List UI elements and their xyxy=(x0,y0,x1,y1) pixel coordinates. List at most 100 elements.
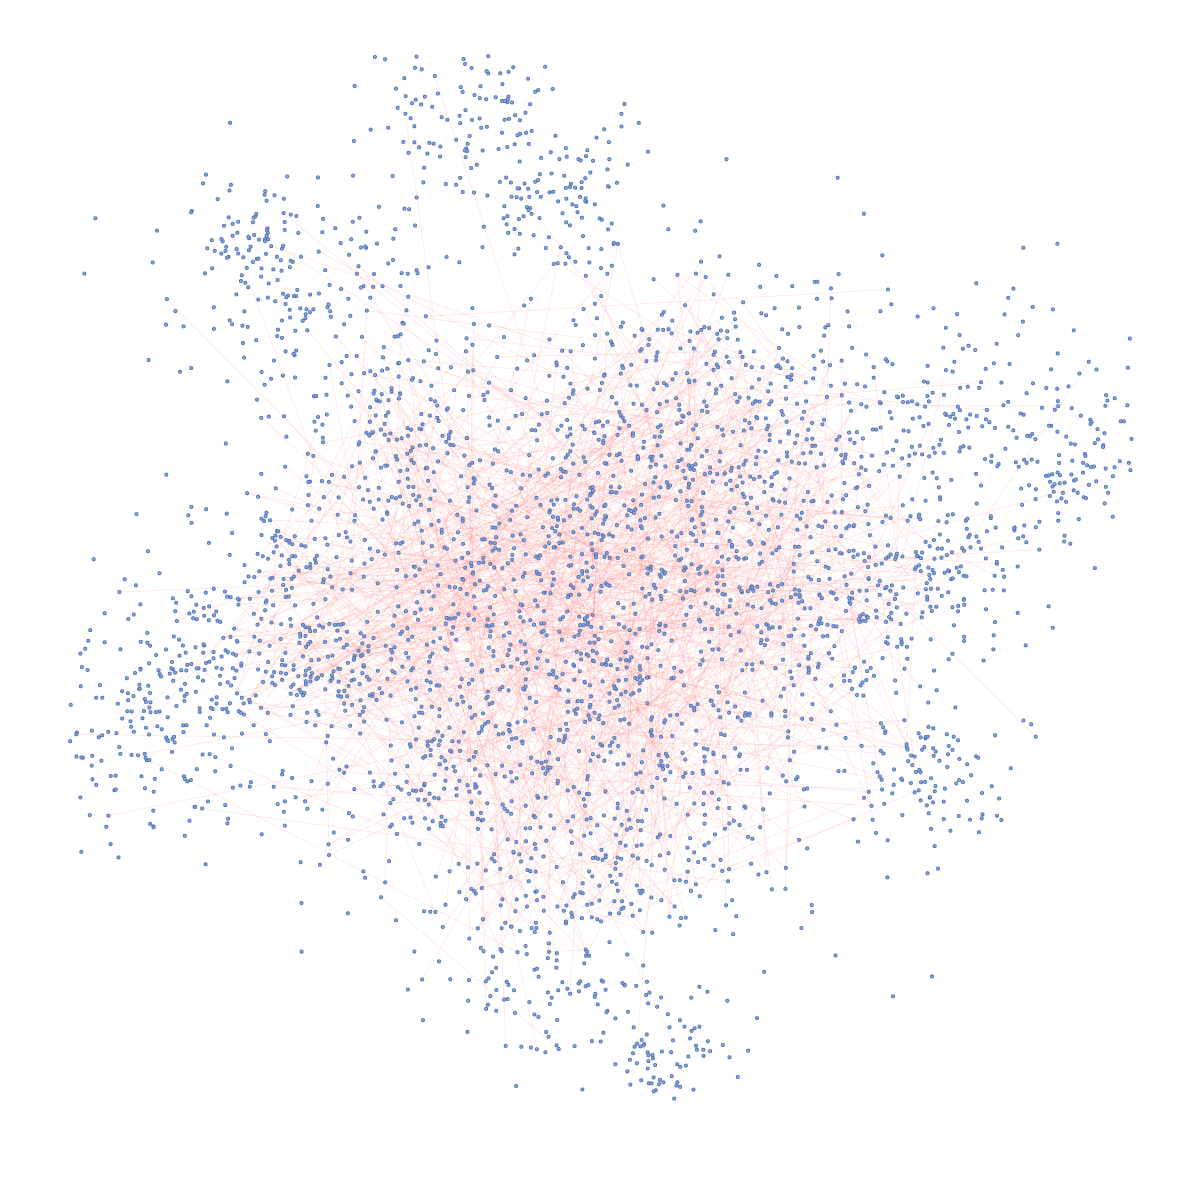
graph-node xyxy=(686,503,691,508)
graph-node xyxy=(551,514,556,519)
graph-node xyxy=(691,1087,696,1092)
graph-node xyxy=(171,678,176,683)
graph-node xyxy=(1102,501,1107,506)
graph-node xyxy=(796,600,801,605)
graph-edge xyxy=(285,436,568,666)
graph-node xyxy=(640,554,645,559)
graph-node xyxy=(674,1083,679,1088)
graph-node xyxy=(426,265,431,270)
graph-node xyxy=(737,585,742,590)
graph-node xyxy=(637,688,642,693)
graph-node xyxy=(544,398,549,403)
graph-edge xyxy=(316,555,589,777)
graph-node xyxy=(601,979,606,984)
graph-edge xyxy=(263,520,745,807)
graph-node xyxy=(398,632,403,637)
graph-node xyxy=(1031,381,1036,386)
graph-node xyxy=(925,871,930,876)
graph-node xyxy=(331,830,336,835)
graph-node xyxy=(543,245,548,250)
graph-node xyxy=(948,828,953,833)
graph-node xyxy=(262,239,267,244)
graph-node xyxy=(743,362,748,367)
graph-node xyxy=(389,758,394,763)
graph-edge xyxy=(248,552,607,577)
graph-node xyxy=(946,752,951,757)
graph-node xyxy=(489,856,494,861)
graph-edge xyxy=(611,343,789,732)
graph-node xyxy=(527,1000,532,1005)
graph-edge xyxy=(471,672,809,890)
graph-node xyxy=(426,802,431,807)
graph-node xyxy=(939,546,944,551)
graph-edge xyxy=(574,520,692,637)
graph-node xyxy=(354,353,359,358)
graph-edge xyxy=(291,485,870,589)
graph-node xyxy=(699,259,704,264)
graph-node xyxy=(342,474,347,479)
graph-node xyxy=(860,436,865,441)
graph-edge xyxy=(401,438,491,608)
graph-node xyxy=(413,697,418,702)
graph-node xyxy=(485,584,490,589)
graph-edge xyxy=(400,356,498,544)
graph-node xyxy=(581,623,586,628)
graph-node xyxy=(867,483,872,488)
graph-node xyxy=(159,674,164,679)
graph-node xyxy=(517,929,522,934)
graph-node xyxy=(104,824,109,829)
graph-node xyxy=(137,682,142,687)
graph-node xyxy=(1057,460,1062,465)
graph-node xyxy=(810,702,815,707)
graph-node xyxy=(447,498,452,503)
graph-node xyxy=(223,803,228,808)
graph-node xyxy=(789,459,794,464)
graph-node xyxy=(646,1053,651,1058)
graph-node xyxy=(899,642,904,647)
graph-edge xyxy=(360,655,501,950)
graph-node xyxy=(836,272,841,277)
graph-node xyxy=(288,712,293,717)
graph-edge xyxy=(280,672,610,702)
graph-edge xyxy=(509,339,650,726)
graph-node xyxy=(708,1049,713,1054)
graph-node xyxy=(569,829,574,834)
graph-edge xyxy=(335,640,611,746)
graph-node xyxy=(430,651,435,656)
graph-node xyxy=(399,436,404,441)
graph-node xyxy=(629,362,634,367)
graph-node xyxy=(174,619,179,624)
graph-node xyxy=(407,207,412,212)
graph-node xyxy=(298,306,303,311)
graph-node xyxy=(758,551,763,556)
graph-node xyxy=(165,715,170,720)
graph-edge xyxy=(248,625,292,701)
graph-edge xyxy=(401,513,660,632)
graph-node xyxy=(605,167,610,172)
graph-edge xyxy=(491,829,538,1050)
graph-node xyxy=(430,819,435,824)
graph-node xyxy=(839,629,844,634)
graph-node xyxy=(767,626,772,631)
graph-edge xyxy=(506,470,836,528)
graph-edge xyxy=(508,393,717,725)
graph-node xyxy=(1051,489,1056,494)
graph-node xyxy=(979,380,984,385)
graph-node xyxy=(362,371,367,376)
graph-node xyxy=(419,528,424,533)
graph-node xyxy=(746,713,751,718)
graph-edge xyxy=(673,347,780,678)
graph-node xyxy=(212,248,217,253)
graph-node xyxy=(776,458,781,463)
graph-node xyxy=(644,408,649,413)
graph-node xyxy=(148,821,153,826)
graph-node xyxy=(223,441,228,446)
graph-edge xyxy=(302,624,817,630)
graph-node xyxy=(414,737,419,742)
graph-node xyxy=(726,272,731,277)
graph-node xyxy=(579,180,584,185)
graph-node xyxy=(435,459,440,464)
graph-node xyxy=(693,882,698,887)
graph-edge xyxy=(568,701,662,762)
graph-node xyxy=(913,550,918,555)
